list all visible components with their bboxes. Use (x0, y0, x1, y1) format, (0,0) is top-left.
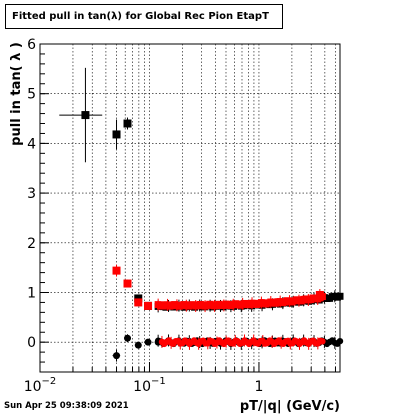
x-tick-label: 1 (254, 379, 263, 395)
x-axis-label: pT/|q| (GeV/c) (240, 399, 340, 414)
point-s1-2 (134, 341, 142, 349)
y-tick-label: 6 (27, 37, 36, 53)
y-tick-label: 1 (27, 285, 36, 301)
y-tick-label: 4 (27, 136, 36, 152)
data-layer (59, 67, 344, 362)
y-tick-label: 0 (27, 335, 36, 351)
axes: 0 1 2 3 4 5 6 10−2 10−1 1 (24, 37, 336, 395)
y-tick-label: 2 (27, 236, 36, 252)
band-marker (319, 338, 326, 345)
point-s0-2 (123, 119, 132, 128)
x-tick-label: 10−1 (133, 376, 166, 395)
point-s2-3 (144, 301, 153, 310)
point-s1-1 (124, 334, 132, 342)
x-tick-label: 10−2 (24, 376, 57, 395)
footer-timestamp: Sun Apr 25 09:38:09 2021 (4, 401, 129, 411)
y-tick-label: 5 (27, 87, 36, 103)
y-tick-label: 3 (27, 186, 36, 202)
chart-title: Fitted pull in tan(λ) for Global Rec Pio… (5, 4, 283, 29)
point-s0-1 (112, 130, 121, 139)
point-s2-1 (123, 279, 132, 288)
point-s2-0 (112, 266, 121, 275)
grid-lines (39, 43, 340, 372)
point-s1-0 (113, 352, 121, 360)
y-axis-label: pull in tan( λ ) (9, 42, 24, 146)
point-s2-2 (134, 298, 143, 307)
tail-point-s2-0 (315, 290, 324, 299)
point-s0-0 (81, 111, 90, 120)
plot-frame (39, 43, 341, 373)
point-s1-3 (144, 338, 152, 346)
